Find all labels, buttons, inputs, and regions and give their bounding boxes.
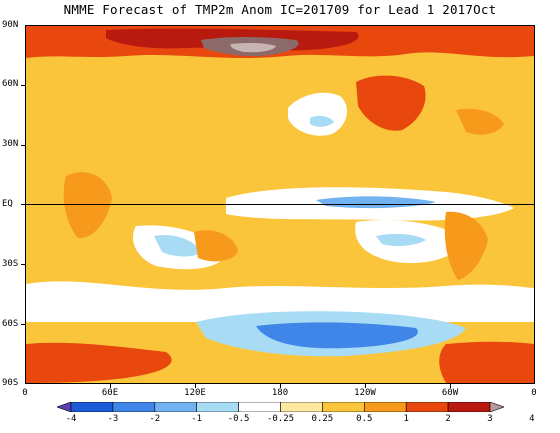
colorbar-segment <box>238 402 281 412</box>
lat-label-90s: 90S <box>2 378 19 388</box>
lat-label-30n: 30N <box>2 139 19 149</box>
lat-label-30s: 30S <box>2 259 19 269</box>
colorbar-label: 4 <box>529 414 535 424</box>
colorbar-label: 2 <box>445 414 451 424</box>
colorbar-segment <box>447 402 491 412</box>
lon-tick <box>280 384 281 388</box>
colorbar-label: -0.25 <box>266 414 295 424</box>
antarctic-warm-region-west <box>26 342 172 383</box>
colorbar-label: -1 <box>191 414 203 424</box>
lon-label-180: 180 <box>271 388 289 398</box>
colorbar-segment <box>112 402 156 412</box>
colorbar-label: -3 <box>107 414 119 424</box>
colorbar-label: -4 <box>65 414 77 424</box>
colorbar-segment <box>70 402 114 412</box>
colorbar-segment <box>489 402 504 412</box>
lat-tick <box>21 145 25 146</box>
lon-tick <box>110 384 111 388</box>
equatorial-pacific-cool-band <box>316 196 436 209</box>
africa-warm-region <box>63 172 112 239</box>
lon-tick <box>365 384 366 388</box>
arctic-extreme-core <box>230 42 276 53</box>
antarctic-warm-region-east <box>439 341 534 383</box>
lon-label-120w: 120W <box>354 388 376 398</box>
south-pacific-cool-spot <box>376 233 426 247</box>
lon-tick <box>450 384 451 388</box>
lon-tick <box>195 384 196 388</box>
anomaly-map <box>25 25 535 384</box>
indian-ocean-cool-spot <box>154 234 202 257</box>
lon-label-0: 0 <box>22 388 28 398</box>
lat-tick <box>21 85 25 86</box>
colorbar-segment <box>280 402 323 412</box>
southern-ocean-strong-cool <box>256 322 418 349</box>
colorbar-label: -0.5 <box>227 414 250 424</box>
south-america-warm-region <box>444 211 488 280</box>
colorbar-segment <box>154 402 198 412</box>
lat-label-eq: EQ <box>2 199 13 209</box>
map-title: NMME Forecast of TMP2m Anom IC=201709 fo… <box>63 2 497 17</box>
colorbar-segment <box>322 402 365 412</box>
lat-label-90n: 90N <box>2 20 19 30</box>
colorbar-label: 0.25 <box>311 414 334 424</box>
colorbar-label: -2 <box>149 414 161 424</box>
colorbar-label: 3 <box>487 414 493 424</box>
colorbar-label: 0.5 <box>356 414 373 424</box>
colorbar-segment <box>196 402 239 412</box>
lat-label-60s: 60S <box>2 319 19 329</box>
north-america-warm-region <box>356 75 426 131</box>
colorbar-segment <box>405 402 449 412</box>
lon-label-0-end: 0 <box>531 388 537 398</box>
colorbar <box>57 402 504 412</box>
lat-label-60n: 60N <box>2 79 19 89</box>
lat-tick <box>21 324 25 325</box>
lon-label-120e: 120E <box>184 388 206 398</box>
lat-tick <box>21 264 25 265</box>
north-pacific-cool-spot <box>310 115 334 127</box>
north-pacific-neutral-region <box>288 92 347 136</box>
anomaly-map-canvas <box>26 26 534 383</box>
southern-ocean-neutral-belt <box>26 281 534 322</box>
colorbar-label: 1 <box>403 414 409 424</box>
lon-label-60w: 60W <box>441 388 459 398</box>
colorbar-segment <box>363 402 407 412</box>
north-atlantic-warm-region <box>456 108 504 135</box>
lat-tick <box>21 204 25 205</box>
lon-label-60e: 60E <box>101 388 119 398</box>
colorbar-segment <box>57 402 72 412</box>
australia-warm-region <box>194 230 238 262</box>
